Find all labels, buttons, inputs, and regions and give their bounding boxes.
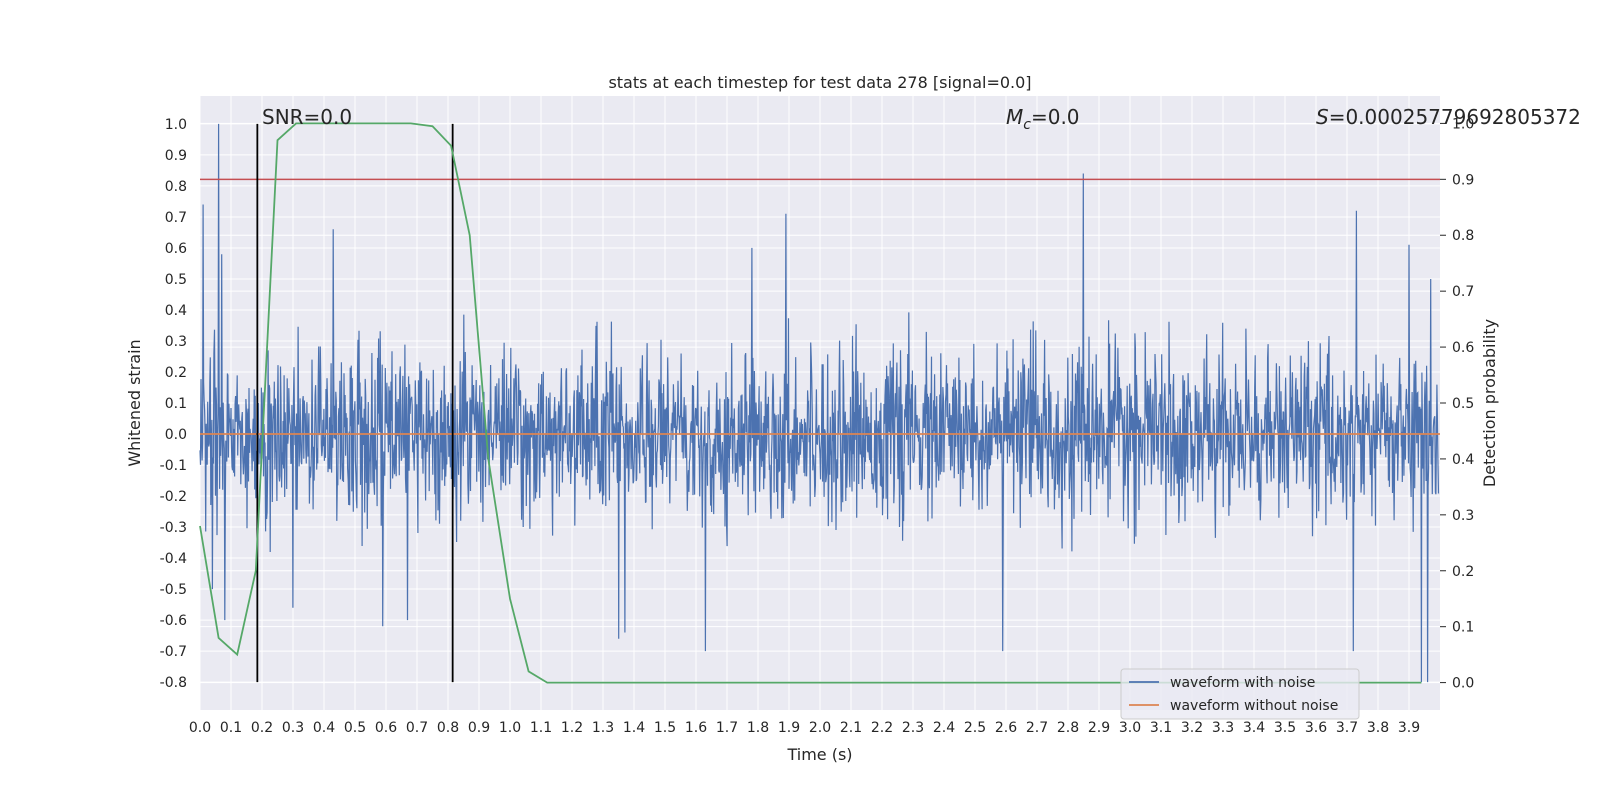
x-tick-label: 2.6 — [995, 720, 1017, 736]
series-waveform-with-noise — [199, 123, 1440, 683]
y2-tick-label: 0.1 — [1452, 620, 1474, 636]
x-tick-label: 1.1 — [530, 720, 552, 736]
x-tick-label: 0.0 — [189, 720, 211, 736]
x-tick-label: 2.4 — [933, 720, 955, 736]
x-tick-label: 0.5 — [344, 720, 366, 736]
y-tick-label: 0.9 — [165, 148, 187, 164]
annotation: Mc=0.0 — [1006, 105, 1080, 133]
y-tick-label: 0.5 — [165, 272, 187, 288]
y-tick-label: -0.6 — [160, 613, 187, 629]
x-tick-label: 0.4 — [313, 720, 335, 736]
x-tick-label: 2.9 — [1088, 720, 1110, 736]
x-tick-label: 1.5 — [654, 720, 676, 736]
y2-tick-label: 0.0 — [1452, 676, 1474, 692]
x-tick-label: 3.0 — [1119, 720, 1141, 736]
y2-tick-label: 0.6 — [1452, 340, 1474, 356]
y-tick-label: -0.3 — [160, 520, 187, 536]
y-tick-label: 0.0 — [165, 427, 187, 443]
x-tick-labels: 0.0 0.1 0.2 0.3 0.4 0.5 0.6 0.7 0.8 0.9 1.0 1.1 1.2 1… — [189, 720, 1420, 736]
y2-axis-label: Detection probability — [1480, 319, 1499, 487]
y2-tick-label: 1.0 — [1452, 116, 1474, 132]
x-tick-label: 2.3 — [902, 720, 924, 736]
y-tick-label: 0.6 — [165, 241, 187, 257]
y2-tick-label: 0.5 — [1452, 396, 1474, 412]
x-tick-label: 1.7 — [716, 720, 738, 736]
x-tick-label: 1.0 — [499, 720, 521, 736]
x-tick-label: 1.3 — [592, 720, 614, 736]
x-tick-label: 2.2 — [871, 720, 893, 736]
y2-tick-label: 0.8 — [1452, 228, 1474, 244]
annotation: S=0.00025779692805372 — [1316, 105, 1581, 129]
x-tick-label: 1.2 — [561, 720, 583, 736]
x-tick-label: 0.9 — [468, 720, 490, 736]
y-tick-label: 0.7 — [165, 210, 187, 226]
y2-tick-label: 0.9 — [1452, 172, 1474, 188]
y-tick-label: 0.4 — [165, 303, 187, 319]
x-axis-label: Time (s) — [786, 745, 852, 764]
x-tick-label: 2.0 — [809, 720, 831, 736]
y-tick-label: 0.8 — [165, 179, 187, 195]
x-tick-label: 0.7 — [406, 720, 428, 736]
x-tick-label: 1.4 — [623, 720, 645, 736]
y-tick-labels: 1.0 0.9 0.8 0.7 0.6 0.5 0.4 0.3 0.2 0.1 0.0 -0.1 -0.… — [160, 117, 187, 691]
y-tick-label: -0.2 — [160, 489, 187, 505]
y-tick-label: -0.5 — [160, 582, 187, 598]
x-tick-label: 3.8 — [1367, 720, 1389, 736]
x-tick-label: 3.5 — [1274, 720, 1296, 736]
x-tick-label: 3.1 — [1150, 720, 1172, 736]
annotation: SNR=0.0 — [262, 105, 352, 129]
x-tick-label: 2.5 — [964, 720, 986, 736]
y-tick-label: 1.0 — [165, 117, 187, 133]
y-tick-label: 0.2 — [165, 365, 187, 381]
x-tick-label: 1.8 — [747, 720, 769, 736]
y-tick-label: -0.4 — [160, 551, 187, 567]
y-tick-label: -0.8 — [160, 675, 187, 691]
legend: waveform with noise waveform without nois… — [1120, 668, 1360, 720]
x-tick-label: 0.3 — [282, 720, 304, 736]
x-tick-label: 0.8 — [437, 720, 459, 736]
annotations: SNR=0.0 Mc=0.0 S=0.00025779692805372 — [262, 105, 1581, 133]
overlays — [199, 122, 1440, 684]
y2-tick-labels: 1.0 0.9 0.8 0.7 0.6 0.5 0.4 0.3 0.2 0.1 0.0 — [1440, 116, 1474, 692]
y-tick-label: -0.1 — [160, 458, 187, 474]
x-tick-label: 3.6 — [1305, 720, 1327, 736]
x-tick-label: 3.9 — [1398, 720, 1420, 736]
x-tick-label: 1.6 — [685, 720, 707, 736]
x-tick-label: 3.7 — [1336, 720, 1358, 736]
y2-tick-label: 0.2 — [1452, 564, 1474, 580]
x-tick-label: 0.2 — [251, 720, 273, 736]
legend-label: waveform with noise — [1170, 675, 1315, 691]
x-tick-label: 3.2 — [1181, 720, 1203, 736]
x-tick-label: 2.7 — [1026, 720, 1048, 736]
waveform-with-noise-line — [199, 123, 1440, 683]
legend-label: waveform without noise — [1170, 698, 1338, 714]
y-axis-label: Whitened strain — [125, 339, 144, 466]
x-tick-label: 0.6 — [375, 720, 397, 736]
x-tick-label: 2.8 — [1057, 720, 1079, 736]
y-tick-label: 0.1 — [165, 396, 187, 412]
y-tick-label: -0.7 — [160, 644, 187, 660]
x-tick-label: 3.3 — [1212, 720, 1234, 736]
y2-tick-label: 0.7 — [1452, 284, 1474, 300]
y2-tick-label: 0.4 — [1452, 452, 1474, 468]
x-tick-label: 3.4 — [1243, 720, 1265, 736]
x-tick-label: 2.1 — [840, 720, 862, 736]
y-tick-label: 0.3 — [165, 334, 187, 350]
detection-probability-line — [199, 122, 1422, 684]
legend-box — [1120, 668, 1360, 720]
x-tick-label: 0.1 — [220, 720, 242, 736]
x-tick-label: 1.9 — [778, 720, 800, 736]
chart-title: stats at each timestep for test data 278… — [608, 73, 1031, 92]
y2-tick-label: 0.3 — [1452, 508, 1474, 524]
